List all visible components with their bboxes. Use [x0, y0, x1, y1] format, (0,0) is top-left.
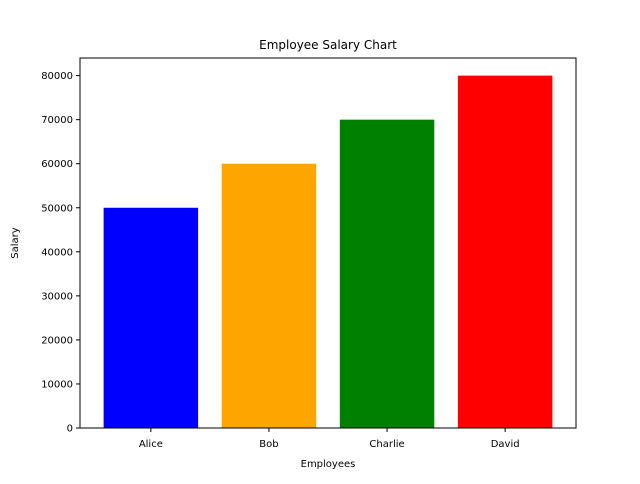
y-tick-label: 70000 — [41, 115, 73, 126]
x-tick-label: Bob — [259, 439, 278, 450]
y-tick-label: 0 — [67, 424, 73, 435]
y-tick-label: 20000 — [41, 335, 73, 346]
y-tick-label: 10000 — [41, 379, 73, 390]
y-axis-label: Salary — [10, 227, 21, 258]
y-tick-label: 50000 — [41, 203, 73, 214]
y-tick-label: 80000 — [41, 71, 73, 82]
plot-frame — [79, 57, 577, 429]
y-axis-ticks: 0 10000 20000 30000 40000 50000 60000 70000 8000… — [41, 71, 80, 435]
chart-title: Employee Salary Chart — [259, 38, 397, 52]
bar-charlie — [339, 119, 435, 429]
x-axis-ticks: Alice Bob Charlie David — [139, 428, 520, 450]
bar-alice — [103, 207, 199, 428]
x-tick-label: Charlie — [369, 439, 404, 450]
bar-david — [457, 75, 553, 429]
x-axis-label: Employees — [301, 459, 356, 470]
y-tick-label: 30000 — [41, 291, 73, 302]
y-tick-label: 40000 — [41, 247, 73, 258]
x-tick-label: Alice — [139, 439, 163, 450]
y-tick-label: 60000 — [41, 159, 73, 170]
bars-group — [103, 75, 553, 429]
bar-bob — [221, 163, 317, 428]
x-tick-label: David — [491, 439, 520, 450]
